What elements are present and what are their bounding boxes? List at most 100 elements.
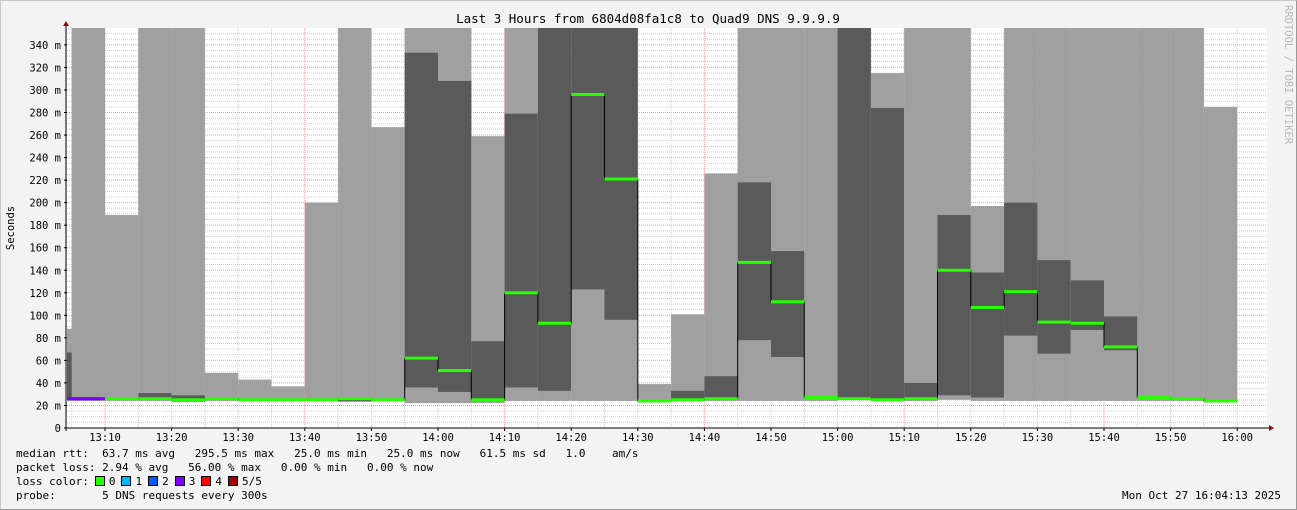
smoke-inner-band	[404, 52, 438, 388]
median-point	[870, 398, 905, 402]
median-point	[1037, 320, 1071, 324]
smoke-outer-band	[371, 127, 405, 401]
smoke-outer-band	[105, 215, 139, 401]
smoke-inner-band	[138, 393, 172, 399]
median-point	[704, 397, 738, 401]
smoke-outer-band	[238, 379, 272, 401]
smoke-outer-band	[204, 372, 239, 401]
y-axis-label: Seconds	[5, 206, 17, 250]
loss-color-label: 5/5	[241, 475, 262, 488]
x-tick-label: 14:40	[689, 432, 721, 444]
loss-color-swatch	[121, 476, 132, 486]
smoke-outer-band	[804, 28, 838, 401]
loss-color-label: 2	[162, 475, 169, 488]
loss-color-swatch	[148, 476, 159, 486]
median-point	[71, 397, 105, 401]
median-point	[371, 398, 405, 402]
x-tick-label: 13:30	[222, 432, 254, 444]
smoke-outer-band	[271, 386, 305, 401]
smoke-inner-band	[471, 341, 505, 401]
median-point	[1004, 290, 1038, 294]
smoke-inner-band	[970, 272, 1005, 398]
median-point	[338, 397, 372, 401]
median-point	[238, 398, 272, 402]
y-tick-label: 220 m	[29, 175, 61, 187]
median-point	[471, 398, 505, 402]
watermark: RRDTOOL / TOBI OETIKER	[1282, 5, 1294, 145]
y-tick-label: 80 m	[36, 333, 61, 345]
x-tick-label: 14:00	[422, 432, 454, 444]
smoke-inner-band	[504, 113, 538, 388]
smoke-outer-band	[338, 28, 372, 403]
median-point	[1203, 399, 1238, 403]
median-point	[1170, 397, 1204, 401]
legend-loss-color: loss color: 0 1 2 3 4 5/5	[16, 475, 262, 488]
y-tick-label: 340 m	[29, 40, 61, 52]
x-axis-arrow	[1269, 425, 1274, 431]
loss-color-label: 1	[135, 475, 143, 488]
median-point	[637, 399, 672, 403]
median-point	[970, 305, 1005, 309]
x-tick-label: 15:00	[822, 432, 854, 444]
smoke-outer-band	[671, 314, 705, 401]
smoke-outer-band	[138, 28, 172, 401]
legend-probe: probe: 5 DNS requests every 300s	[16, 489, 268, 502]
x-tick-label: 13:20	[156, 432, 188, 444]
smoke-inner-band	[571, 28, 605, 290]
smoke-outer-band	[171, 28, 205, 403]
chart-title: Last 3 Hours from 6804d08fa1c8 to Quad9 …	[456, 11, 840, 26]
smoke-outer-band	[71, 28, 105, 401]
smoke-outer-band	[1070, 28, 1104, 401]
median-point	[138, 397, 172, 401]
smoke-inner-band	[1070, 280, 1104, 330]
median-point	[204, 397, 239, 401]
x-tick-label: 15:30	[1022, 432, 1054, 444]
y-tick-label: 120 m	[29, 288, 61, 300]
smoke-outer-band	[1137, 28, 1171, 401]
smoke-inner-band	[1004, 202, 1038, 336]
y-tick-label: 40 m	[36, 378, 61, 390]
loss-color-label: 0	[108, 475, 116, 488]
y-tick-label: 140 m	[29, 265, 61, 277]
median-point	[304, 398, 339, 402]
median-point	[1104, 345, 1138, 349]
legend-packet-loss: packet loss: 2.94 % avg 56.00 % max 0.00…	[16, 461, 434, 474]
y-tick-label: 160 m	[29, 243, 61, 255]
loss-color-label: loss color:	[16, 475, 89, 488]
median-point	[937, 268, 971, 272]
smoke-inner-band	[837, 28, 871, 399]
median-point	[171, 398, 205, 402]
smoke-inner-band	[1037, 260, 1071, 354]
smoke-inner-band	[1104, 316, 1138, 351]
loss-color-swatch	[174, 476, 185, 486]
y-tick-label: 0	[55, 423, 61, 435]
median-point	[404, 356, 438, 360]
y-tick-label: 60 m	[36, 355, 61, 367]
x-tick-label: 15:50	[1155, 432, 1187, 444]
smoke-inner-band	[704, 376, 738, 399]
smoke-inner-band	[904, 382, 938, 399]
loss-color-swatch	[94, 476, 105, 486]
y-tick-label: 100 m	[29, 310, 61, 322]
x-tick-label: 14:10	[489, 432, 521, 444]
median-point	[837, 397, 871, 401]
loss-color-swatch	[201, 476, 212, 486]
smoke-inner-band	[438, 80, 472, 392]
y-tick-label: 20 m	[36, 400, 61, 412]
x-tick-label: 14:20	[555, 432, 587, 444]
x-tick-label: 13:10	[89, 432, 121, 444]
y-tick-label: 280 m	[29, 108, 61, 120]
smoke-inner-band	[870, 108, 905, 399]
smoke-outer-band	[1203, 106, 1238, 401]
smoke-outer-band	[904, 28, 938, 401]
median-point	[571, 92, 605, 96]
median-point	[504, 291, 538, 295]
smoke-inner-band	[937, 215, 971, 396]
x-tick-label: 13:50	[356, 432, 388, 444]
median-point	[105, 397, 139, 401]
x-tick-label: 14:50	[755, 432, 787, 444]
y-tick-label: 180 m	[29, 220, 61, 232]
smoke-outer-band	[704, 173, 738, 401]
smoke-outer-band	[1170, 28, 1204, 401]
